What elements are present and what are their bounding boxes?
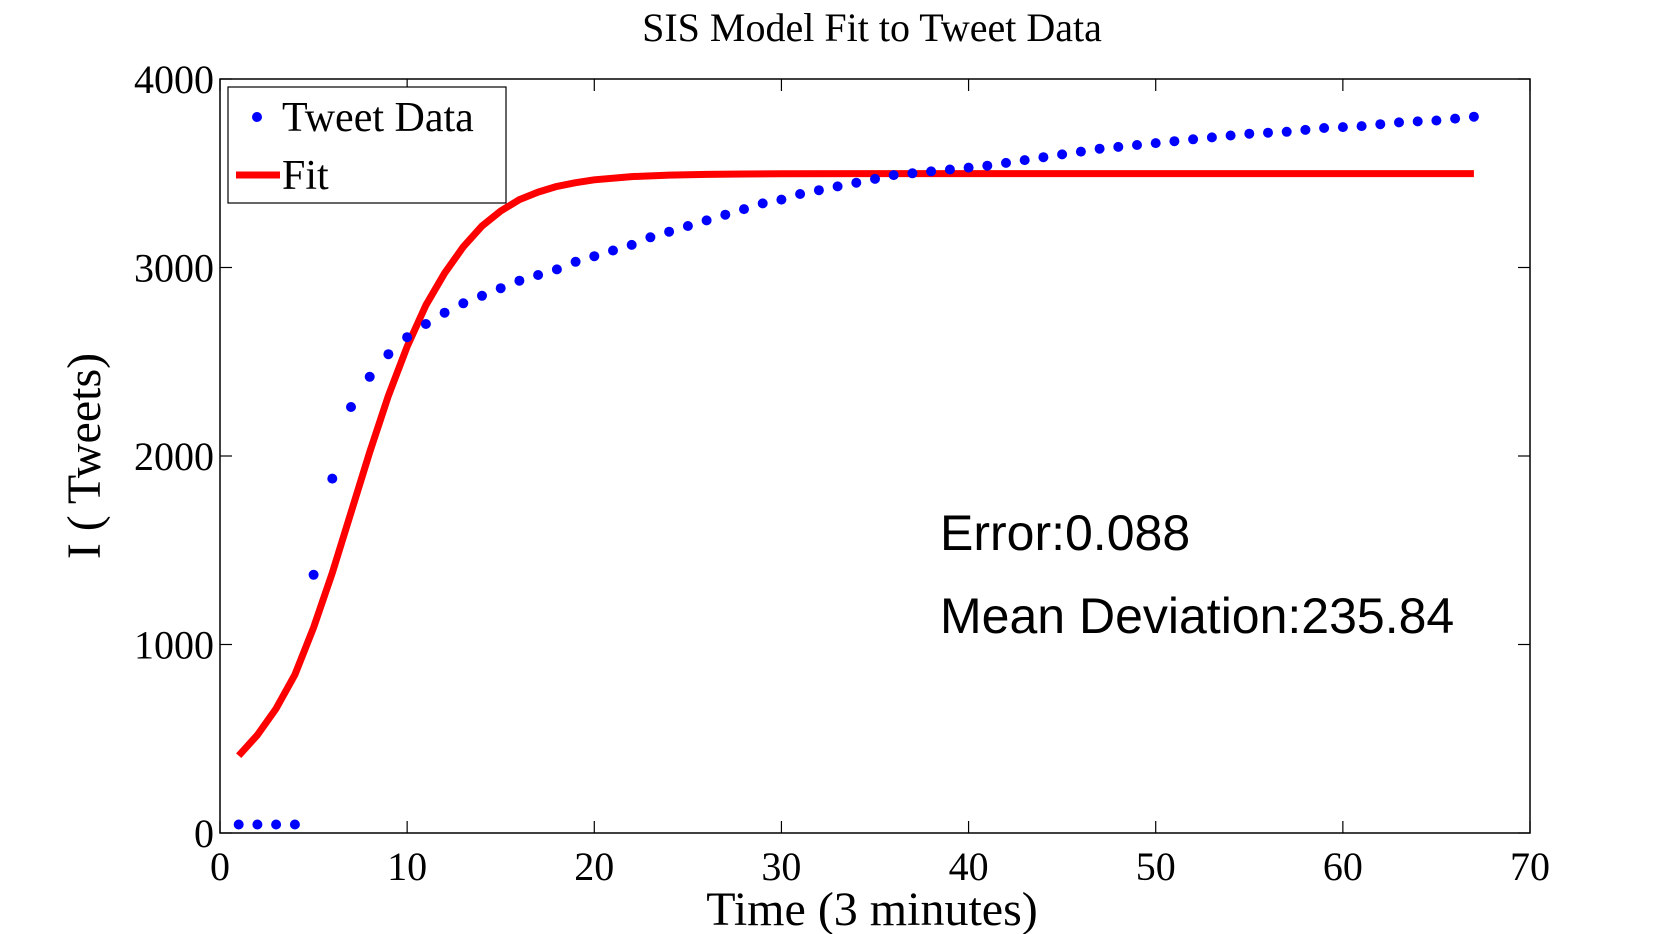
y-tick-label: 1000 bbox=[134, 623, 214, 668]
tweet-data-point bbox=[1263, 127, 1273, 138]
tweet-data-point bbox=[832, 181, 843, 192]
tweet-data-point bbox=[477, 290, 487, 301]
tweet-data-point bbox=[757, 198, 768, 209]
legend: Tweet Data Fit bbox=[227, 86, 507, 204]
tweet-data-point bbox=[327, 473, 338, 484]
tweet-data-point bbox=[1113, 141, 1124, 152]
tweet-data-point bbox=[813, 185, 824, 196]
tweet-data-point bbox=[1038, 152, 1049, 163]
tweet-data-point bbox=[364, 371, 375, 382]
y-tick-label: 3000 bbox=[134, 246, 214, 291]
tweet-data-point bbox=[252, 819, 263, 830]
tweet-data-point bbox=[1375, 119, 1386, 130]
series-layer bbox=[233, 111, 1479, 830]
tweet-data-point bbox=[346, 402, 356, 412]
tweet-data-point bbox=[420, 319, 431, 329]
tweet-data-point bbox=[1225, 130, 1236, 141]
tweet-data-point bbox=[907, 168, 918, 179]
tweet-data-point bbox=[1281, 126, 1292, 137]
tweet-data-point bbox=[308, 569, 319, 580]
tweet-data-point bbox=[1075, 146, 1086, 157]
x-axis-label: Time (3 minutes) bbox=[706, 883, 1038, 934]
tweet-data-point bbox=[1412, 116, 1423, 127]
legend-label-tweet-data: Tweet Data bbox=[282, 95, 474, 141]
y-tick-label: 0 bbox=[194, 811, 214, 856]
tweet-data-point bbox=[1450, 113, 1461, 124]
tweet-data-point bbox=[495, 283, 506, 294]
tweet-data-point bbox=[870, 173, 880, 184]
tweet-data-point bbox=[664, 226, 675, 237]
mean-deviation-annotation: Mean Deviation:235.84 bbox=[940, 588, 1454, 644]
tweet-data-point bbox=[1169, 136, 1180, 147]
tweet-data-point bbox=[271, 819, 282, 830]
tweet-data-point bbox=[645, 232, 656, 243]
legend-dot-marker bbox=[252, 112, 262, 122]
tweet-data-point bbox=[701, 215, 712, 226]
fit-series-line bbox=[236, 170, 1474, 759]
legend-box bbox=[227, 86, 507, 204]
tweet-data-point bbox=[383, 349, 394, 360]
tweet-data-point bbox=[944, 164, 955, 175]
tweet-data-point bbox=[1356, 121, 1367, 132]
x-tick-label: 0 bbox=[210, 844, 230, 889]
tweet-data-point bbox=[720, 209, 731, 220]
tweet-data-point bbox=[1019, 155, 1030, 166]
tweet-data-point bbox=[926, 166, 937, 177]
tweet-data-point bbox=[1468, 111, 1479, 122]
tweet-data-point bbox=[551, 264, 562, 275]
tweet-data-point bbox=[1394, 117, 1404, 128]
tweet-data-point bbox=[1132, 140, 1142, 150]
tweet-data-point bbox=[533, 270, 544, 280]
tweet-data-point bbox=[851, 177, 862, 188]
tweet-data-point bbox=[289, 819, 300, 830]
y-tick-label: 4000 bbox=[134, 57, 214, 102]
tweet-data-point bbox=[233, 819, 244, 830]
tweet-data-point bbox=[439, 307, 450, 318]
tweet-data-point bbox=[402, 332, 413, 343]
tweet-data-point bbox=[1057, 149, 1068, 160]
tweet-data-point bbox=[1431, 115, 1442, 126]
x-tick-label: 30 bbox=[761, 844, 801, 889]
x-tick-label: 40 bbox=[949, 844, 989, 889]
axis-ticks: 0 10 20 30 40 50 60 70 0 1000 2000 3000 4000 bbox=[134, 57, 1550, 889]
tweet-data-point bbox=[570, 256, 581, 267]
tweet-data-point bbox=[608, 245, 618, 256]
x-tick-label: 50 bbox=[1136, 844, 1176, 889]
x-tick-label: 10 bbox=[387, 844, 427, 889]
tweet-data-point bbox=[626, 239, 637, 250]
tweet-data-point bbox=[1188, 134, 1199, 145]
tweet-data-point bbox=[776, 194, 787, 205]
tweet-data-point bbox=[1150, 138, 1161, 149]
tweet-data-point bbox=[982, 160, 993, 171]
tweet-data-point bbox=[1300, 124, 1311, 135]
annotations: Error:0.088 Mean Deviation:235.84 bbox=[940, 505, 1454, 644]
tweet-data-point bbox=[682, 221, 693, 231]
tweet-data-point bbox=[739, 204, 749, 215]
tweet-data-point bbox=[963, 162, 974, 173]
tweet-data-point bbox=[514, 275, 525, 286]
legend-label-fit: Fit bbox=[282, 153, 329, 199]
tweet-data-point bbox=[888, 170, 899, 181]
tweet-data-point bbox=[1319, 123, 1330, 133]
tweet-data-point bbox=[1206, 132, 1217, 143]
tweet-data-point bbox=[795, 189, 806, 199]
y-tick-label: 2000 bbox=[134, 434, 214, 479]
tweet-data-point bbox=[589, 251, 600, 262]
x-tick-label: 20 bbox=[574, 844, 614, 889]
x-tick-label: 60 bbox=[1323, 844, 1363, 889]
error-annotation: Error:0.088 bbox=[940, 505, 1190, 561]
tweet-data-point bbox=[1001, 157, 1011, 168]
tweet-data-point bbox=[1094, 143, 1105, 154]
y-axis-label: I ( Tweets) bbox=[58, 353, 111, 559]
x-tick-label: 70 bbox=[1510, 844, 1550, 889]
tweet-data-point bbox=[458, 298, 469, 309]
chart-title: SIS Model Fit to Tweet Data bbox=[642, 5, 1102, 50]
tweet-data-point bbox=[1337, 122, 1348, 133]
tweet-data-point bbox=[1244, 128, 1255, 139]
